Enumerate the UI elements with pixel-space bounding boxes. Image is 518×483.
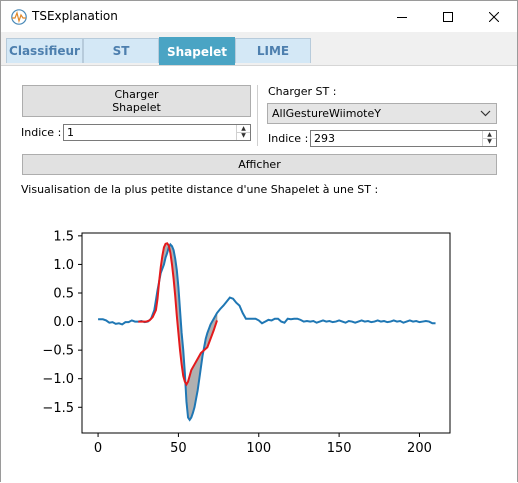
shapelet-index-label: Indice : [21, 126, 62, 139]
spin-up-icon[interactable]: ▲ [237, 125, 250, 133]
tab-lime[interactable]: LIME [235, 38, 311, 63]
distance-chart: 0 50 100 150 200 1.5 1.0 0.5 0.0 −0.5 −1.0 −1.5 [42, 229, 451, 456]
minimize-button[interactable] [379, 1, 425, 32]
app-waveform-icon [11, 9, 27, 25]
chevron-down-icon [480, 110, 491, 117]
x-tick-label: 0 [94, 441, 102, 456]
tab-bar: Classifieur ST Shapelet LIME [1, 32, 517, 65]
maximize-icon [443, 11, 453, 22]
st-index-label: Indice : [268, 132, 309, 145]
x-tick-label: 200 [407, 441, 432, 456]
spin-down-icon[interactable]: ▼ [487, 138, 492, 145]
y-tick-label: 1.5 [53, 229, 74, 244]
spin-up-icon[interactable]: ▲ [483, 131, 496, 139]
dataset-selected-value: AllGestureWiimoteY [272, 107, 381, 120]
chart-caption: Visualisation de la plus petite distance… [21, 183, 379, 196]
x-tick-label: 50 [170, 441, 187, 456]
spin-arrows: ▲ ▼ [482, 131, 496, 146]
spin-down-icon[interactable]: ▼ [241, 132, 246, 139]
y-tick-label: 0.0 [53, 315, 74, 330]
dataset-select[interactable]: AllGestureWiimoteY [267, 103, 497, 124]
shapelet-index-value: 1 [67, 126, 74, 139]
y-tick-label: 0.5 [53, 287, 74, 302]
plot-frame [81, 232, 451, 434]
tab-st[interactable]: ST [83, 38, 159, 63]
series-line-timeseries [98, 242, 436, 422]
maximize-button[interactable] [425, 1, 471, 32]
st-index-value: 293 [314, 132, 335, 145]
shapelet-index-spinbox[interactable]: 1 ▲ ▼ [63, 124, 251, 141]
x-tick-label: 100 [246, 441, 271, 456]
y-tick-label: −0.5 [42, 344, 74, 359]
spin-arrows: ▲ ▼ [236, 125, 250, 140]
title-bar[interactable]: TSExplanation [1, 1, 517, 32]
minimize-icon [397, 16, 407, 18]
y-tick-label: 1.0 [53, 258, 74, 273]
tab-classifieur[interactable]: Classifieur [6, 38, 83, 63]
x-tick-label: 150 [327, 441, 352, 456]
y-tick-label: −1.0 [42, 372, 74, 387]
load-st-label: Charger ST : [268, 85, 337, 98]
vertical-separator [257, 85, 258, 146]
tab-shapelet[interactable]: Shapelet [159, 37, 235, 65]
st-index-spinbox[interactable]: 293 ▲ ▼ [310, 130, 497, 147]
close-button[interactable] [471, 1, 517, 32]
load-shapelet-button[interactable]: Charger Shapelet [22, 85, 251, 117]
show-button[interactable]: Afficher [22, 154, 497, 175]
series-line-shapelet [138, 242, 218, 387]
close-icon [489, 11, 499, 22]
y-tick-label: −1.5 [42, 401, 74, 416]
window-title: TSExplanation [32, 9, 118, 23]
